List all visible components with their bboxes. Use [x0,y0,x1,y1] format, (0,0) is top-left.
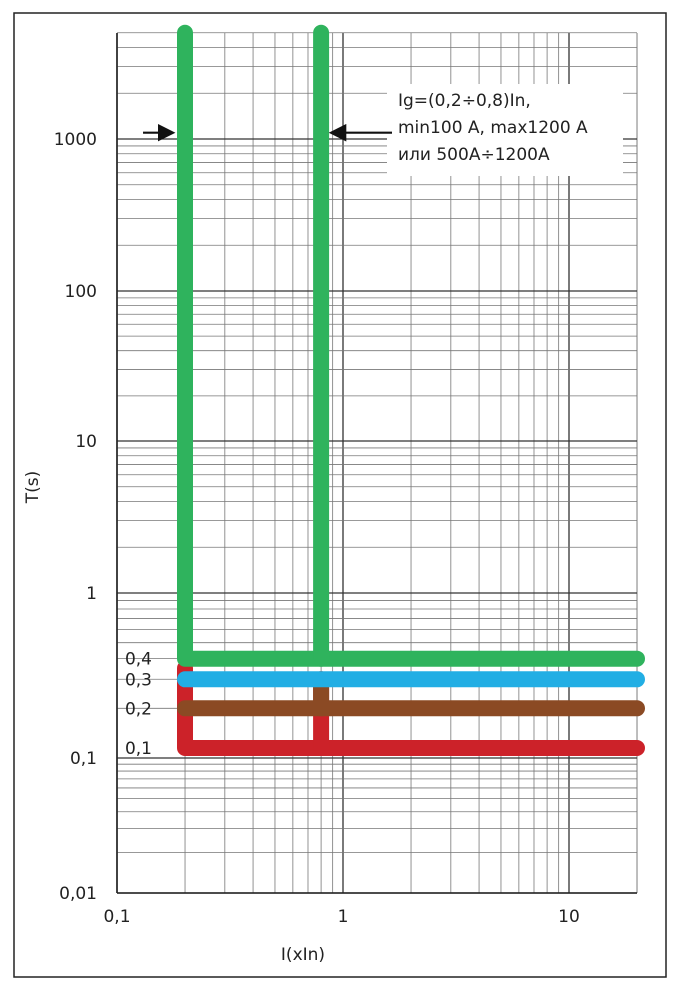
x-tick-label: 1 [338,907,349,927]
annotation-box [387,84,623,176]
x-tick-label: 0,1 [103,907,130,927]
y-tick-label: 0,01 [59,884,97,904]
y-tick-label: 10 [75,432,97,452]
level-label: 0,3 [125,670,152,690]
y-tick-label: 0,1 [70,749,97,769]
y-axis-title: T(s) [23,471,43,505]
level-label: 0,2 [125,699,152,719]
level-label: 0,4 [125,650,152,670]
series-line [177,24,645,667]
x-axis-title: I(xIn) [281,945,325,965]
annotation-text: min100 A, max1200 A [398,118,588,138]
labels-group: 0,1 1 10 0,01 0,1 1 10 100 1000 0,1 0,2 0,30,4 Ig=(0… [54,84,623,927]
x-tick-label: 10 [558,907,580,927]
level-label: 0,1 [125,739,152,759]
annotation-text: Ig=(0,2÷0,8)In, [398,91,531,111]
series-line [177,660,645,756]
y-tick-label: 100 [65,282,97,302]
y-tick-label: 1000 [54,130,97,150]
annotation-text: или 500A÷1200A [398,145,550,165]
series-group [177,24,645,756]
y-tick-label: 1 [86,584,97,604]
